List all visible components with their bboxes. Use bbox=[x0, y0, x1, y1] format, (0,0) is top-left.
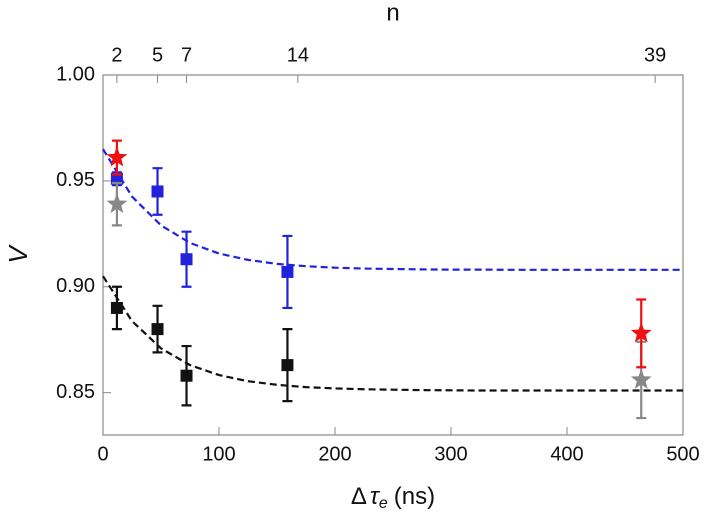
star-marker bbox=[106, 146, 128, 167]
fit-curve bbox=[102, 275, 683, 392]
x-tick-label: 300 bbox=[434, 443, 467, 465]
top-tick-label: 2 bbox=[111, 44, 122, 66]
square-marker bbox=[110, 172, 123, 185]
star-marker bbox=[106, 193, 128, 214]
x-title-delta: Δ bbox=[351, 483, 367, 510]
square-marker bbox=[180, 253, 193, 266]
x-tick-label: 0 bbox=[97, 443, 108, 465]
x-tick-label: 100 bbox=[202, 443, 235, 465]
star-marker bbox=[630, 368, 652, 389]
x-title-unit: (ns) bbox=[394, 483, 435, 510]
x-tick-label: 200 bbox=[318, 443, 351, 465]
plot-frame bbox=[102, 74, 684, 436]
square-marker bbox=[110, 301, 123, 314]
square-marker bbox=[151, 185, 164, 198]
y-tick-label: 0.90 bbox=[56, 275, 95, 297]
star-marker bbox=[630, 322, 652, 343]
y-tick-label: 1.00 bbox=[56, 63, 95, 85]
y-tick-label: 0.85 bbox=[56, 381, 95, 403]
y-tick-label: 0.95 bbox=[56, 169, 95, 191]
x-tick-label: 500 bbox=[666, 443, 699, 465]
fit-curve bbox=[102, 148, 683, 271]
y-axis-title: V bbox=[3, 244, 33, 264]
square-marker bbox=[281, 265, 294, 278]
square-marker bbox=[281, 359, 294, 372]
x-title-symbol: τ bbox=[370, 483, 381, 510]
top-tick-label: 5 bbox=[152, 44, 163, 66]
x-tick-label: 400 bbox=[550, 443, 583, 465]
square-marker bbox=[151, 323, 164, 336]
top-tick-label: 14 bbox=[287, 44, 309, 66]
top-tick-label: 7 bbox=[181, 44, 192, 66]
top-tick-label: 39 bbox=[644, 44, 666, 66]
x-title-sub: e bbox=[379, 495, 388, 512]
square-marker bbox=[180, 369, 193, 382]
top-axis-title: n bbox=[386, 0, 399, 26]
